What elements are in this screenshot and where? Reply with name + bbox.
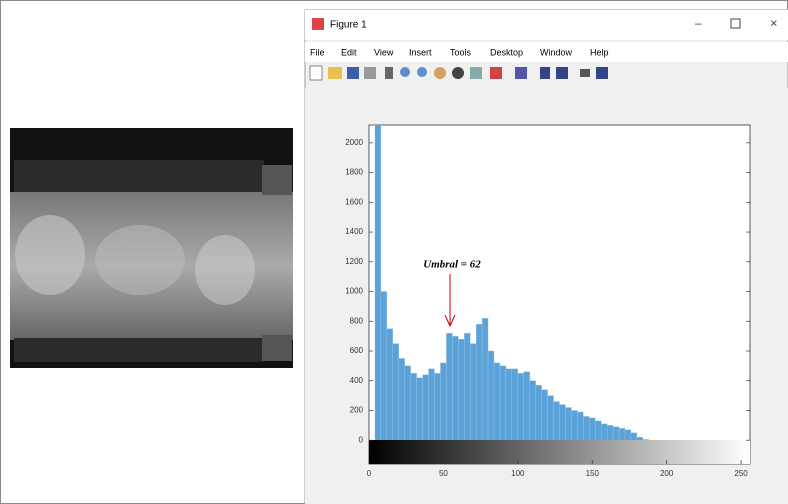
- menu-item[interactable]: Tools: [450, 47, 472, 57]
- bar: [434, 373, 440, 440]
- x-tick-label: 100: [511, 469, 525, 478]
- y-tick-label: 400: [350, 376, 364, 385]
- bar: [601, 424, 607, 440]
- x-tick-label: 50: [439, 469, 448, 478]
- bar: [583, 416, 589, 440]
- bar: [613, 427, 619, 440]
- annotation: Umbral = 62: [423, 259, 481, 271]
- bar: [619, 428, 625, 440]
- menu-item[interactable]: Desktop: [490, 47, 523, 57]
- toolbar: [310, 66, 608, 80]
- bar: [595, 421, 601, 440]
- canvas: Figure 1 – × File Edit View Insert Tools Desk…: [0, 0, 788, 504]
- bar: [500, 366, 506, 440]
- bar: [405, 366, 411, 440]
- bar: [464, 333, 470, 440]
- x-tick-label: 0: [367, 469, 372, 478]
- bar: [560, 405, 566, 441]
- y-tick-label: 1000: [345, 287, 363, 296]
- bar: [631, 433, 637, 440]
- bar: [375, 113, 381, 440]
- y-tick-label: 1600: [345, 197, 363, 206]
- screenshot: Figure 1 – × File Edit View Insert Tools Desk…: [0, 0, 788, 504]
- menu-item[interactable]: Edit: [341, 47, 357, 57]
- bar: [387, 329, 393, 441]
- y-tick-label: 1400: [345, 227, 363, 236]
- bar: [440, 363, 446, 440]
- window-title: Figure 1: [330, 20, 367, 31]
- sample-image: [10, 128, 293, 368]
- colorbar: [369, 440, 750, 464]
- bar: [554, 402, 560, 441]
- bar: [458, 339, 464, 440]
- bar: [524, 372, 530, 440]
- bar: [452, 336, 458, 440]
- bar: [506, 369, 512, 440]
- bar: [518, 373, 524, 440]
- bar: [625, 430, 631, 440]
- y-tick-label: 200: [350, 406, 364, 415]
- bar: [399, 358, 405, 440]
- bar: [470, 344, 476, 441]
- y-tick-label: 800: [350, 316, 364, 325]
- bar: [577, 412, 583, 440]
- menu-item[interactable]: File: [310, 47, 325, 57]
- bar: [536, 385, 542, 440]
- y-tick-label: 1800: [345, 168, 363, 177]
- x-tick-label: 150: [586, 469, 600, 478]
- menu-item[interactable]: Window: [540, 47, 573, 57]
- bar: [512, 369, 518, 440]
- bar: [589, 418, 595, 440]
- bar: [482, 318, 488, 440]
- bar: [417, 378, 423, 440]
- bar: [607, 425, 613, 440]
- bar: [381, 292, 387, 441]
- bar: [637, 437, 643, 440]
- y-tick-label: 1200: [345, 257, 363, 266]
- bar: [393, 344, 399, 441]
- minimize-button[interactable]: –: [695, 16, 702, 30]
- y-tick-label: 0: [359, 435, 364, 444]
- bar: [548, 396, 554, 441]
- y-tick-label: 2000: [345, 138, 363, 147]
- x-tick-label: 250: [734, 469, 748, 478]
- bar: [542, 390, 548, 441]
- bar: [411, 373, 417, 440]
- bar: [446, 333, 452, 440]
- close-button[interactable]: ×: [770, 15, 778, 30]
- menu-item[interactable]: Help: [590, 47, 609, 57]
- bar: [530, 381, 536, 440]
- bar: [423, 375, 429, 440]
- y-tick-label: 600: [350, 346, 364, 355]
- app-icon: [312, 18, 324, 30]
- menu-item[interactable]: Insert: [409, 47, 432, 57]
- bar: [476, 324, 482, 440]
- bar: [565, 408, 571, 441]
- x-tick-label: 200: [660, 469, 674, 478]
- menu-item[interactable]: View: [374, 47, 394, 57]
- bar: [571, 410, 577, 440]
- bar: [429, 369, 435, 440]
- bar: [494, 363, 500, 440]
- bar: [488, 351, 494, 440]
